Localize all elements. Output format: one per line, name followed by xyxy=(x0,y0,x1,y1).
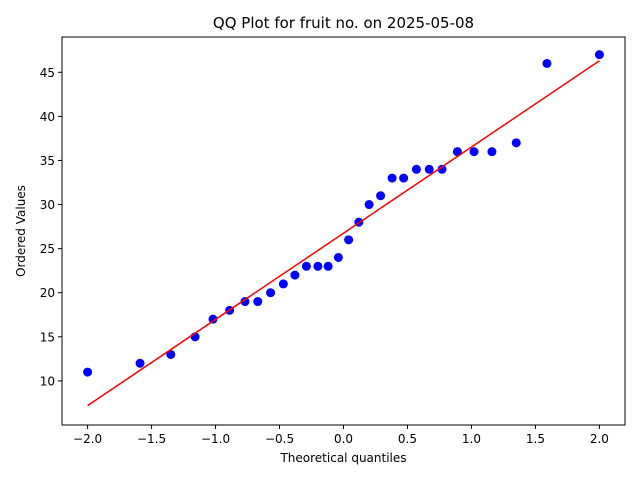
y-tick-label: 25 xyxy=(40,242,55,256)
x-tick-label: −1.5 xyxy=(137,432,166,446)
data-point xyxy=(135,358,145,368)
data-point xyxy=(376,191,386,201)
data-point xyxy=(208,314,218,324)
data-point xyxy=(364,200,374,210)
x-tick-label: 1.5 xyxy=(526,432,545,446)
data-point xyxy=(333,252,343,262)
x-tick-label: 1.0 xyxy=(462,432,481,446)
data-point xyxy=(83,367,93,377)
x-tick-label: 0.0 xyxy=(334,432,353,446)
data-point xyxy=(594,50,604,60)
x-axis: −2.0 −1.5 −1.0 −0.5 0.0 0.5 1.0 1.5 2.0 xyxy=(73,425,609,446)
y-tick-label: 10 xyxy=(40,374,55,388)
data-point xyxy=(344,235,354,245)
x-tick-label: 0.5 xyxy=(398,432,417,446)
data-point xyxy=(301,261,311,271)
data-point xyxy=(278,279,288,289)
data-point xyxy=(469,147,479,157)
data-point xyxy=(399,173,409,183)
data-point xyxy=(424,164,434,174)
data-point xyxy=(511,138,521,148)
data-point xyxy=(387,173,397,183)
data-point xyxy=(323,261,333,271)
data-point xyxy=(166,349,176,359)
x-tick-label: −1.0 xyxy=(201,432,230,446)
fit-line xyxy=(87,60,600,407)
x-tick-label: 2.0 xyxy=(590,432,609,446)
plot-area xyxy=(83,50,604,407)
data-point xyxy=(542,58,552,68)
x-axis-label: Theoretical quantiles xyxy=(279,451,406,465)
y-axis: 10 15 20 25 30 35 40 45 xyxy=(40,66,62,388)
y-axis-label: Ordered Values xyxy=(14,185,28,277)
y-tick-label: 40 xyxy=(40,110,55,124)
x-tick-label: −0.5 xyxy=(265,432,294,446)
data-point xyxy=(253,297,263,307)
y-tick-label: 35 xyxy=(40,154,55,168)
data-point xyxy=(437,164,447,174)
x-tick-label: −2.0 xyxy=(73,432,102,446)
data-point xyxy=(487,147,497,157)
chart-title: QQ Plot for fruit no. on 2025-05-08 xyxy=(213,14,474,32)
data-point xyxy=(411,164,421,174)
data-point xyxy=(452,147,462,157)
data-point xyxy=(266,288,276,298)
data-point xyxy=(313,261,323,271)
y-tick-label: 15 xyxy=(40,330,55,344)
data-point xyxy=(240,297,250,307)
y-tick-label: 20 xyxy=(40,286,55,300)
y-tick-label: 30 xyxy=(40,198,55,212)
y-tick-label: 45 xyxy=(40,66,55,80)
data-point xyxy=(290,270,300,280)
